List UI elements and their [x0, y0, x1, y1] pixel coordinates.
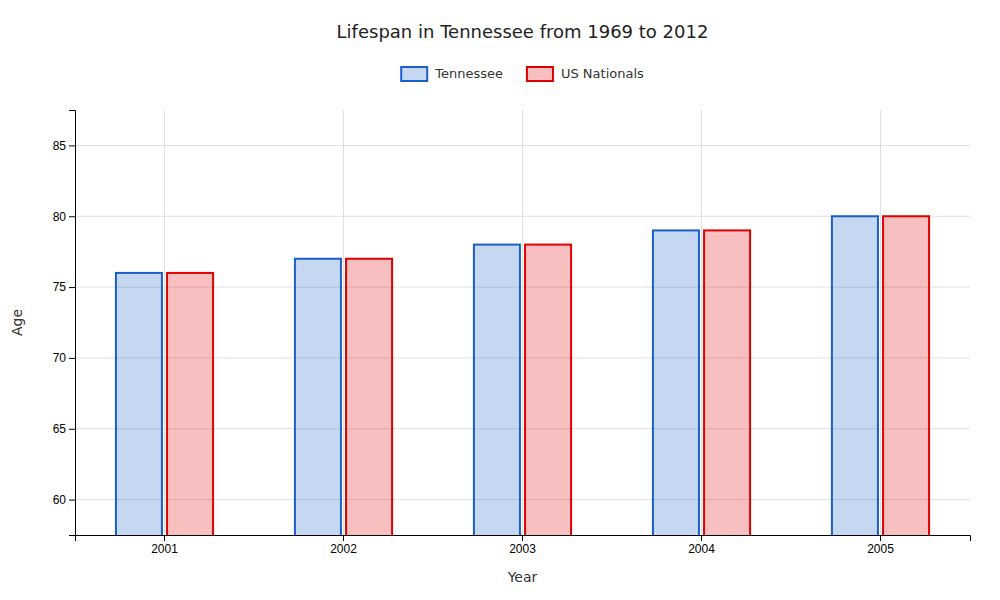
grid-line: [522, 110, 523, 535]
y-tick-mark: [69, 500, 75, 501]
y-tick: 85: [53, 139, 75, 153]
bar: [474, 245, 520, 535]
y-tick-label: 60: [53, 493, 67, 507]
x-tick-label: 2001: [151, 542, 178, 556]
y-tick: 60: [53, 493, 75, 507]
grid-line: [701, 110, 702, 535]
grid-line: [880, 110, 881, 535]
x-axis-title: Year: [507, 569, 538, 585]
x-tick-mark: [701, 535, 702, 541]
legend-swatch: [401, 67, 427, 81]
x-tick-mark: [522, 535, 523, 541]
bar: [167, 273, 213, 535]
y-tick: 80: [53, 210, 75, 224]
y-axis: 60 65 70 75 80 85: [53, 111, 76, 536]
legend: Tennessee US Nationals: [401, 66, 644, 81]
legend-label: Tennessee: [434, 66, 503, 81]
legend-item: Tennessee: [401, 66, 503, 81]
legend-item: US Nationals: [527, 66, 644, 81]
y-tick-label: 70: [53, 351, 67, 365]
y-tick-label: 75: [53, 280, 67, 294]
x-tick: 2005: [867, 535, 894, 556]
x-tick: 2004: [688, 535, 715, 556]
grid-line: [164, 110, 165, 535]
bar: [525, 245, 571, 535]
bars: [116, 216, 929, 535]
y-tick: 65: [53, 422, 75, 436]
legend-label: US Nationals: [561, 66, 644, 81]
x-tick-label: 2005: [867, 542, 894, 556]
bar-series: [116, 216, 878, 535]
x-tick-mark: [343, 535, 344, 541]
x-axis-line: [76, 536, 971, 542]
y-tick-mark: [69, 216, 75, 217]
x-tick: 2003: [509, 535, 536, 556]
bar-series: [167, 216, 929, 535]
y-tick-mark: [69, 429, 75, 430]
x-tick-label: 2003: [509, 542, 536, 556]
y-tick-mark: [69, 145, 75, 146]
bar: [653, 230, 699, 535]
bar: [116, 273, 162, 535]
y-axis-line: [69, 111, 76, 536]
x-tick: 2002: [330, 535, 357, 556]
chart: 2001 2002 2003 2004 2005 60 65 70 75 80 85 Year Age L…: [0, 0, 1000, 600]
y-tick-mark: [69, 358, 75, 359]
x-tick-label: 2004: [688, 542, 715, 556]
bar: [883, 216, 929, 535]
bar: [832, 216, 878, 535]
y-tick: 70: [53, 351, 75, 365]
x-tick-mark: [880, 535, 881, 541]
bar: [346, 259, 392, 535]
y-tick: 75: [53, 280, 75, 294]
y-tick-mark: [69, 287, 75, 288]
bar: [295, 259, 341, 535]
y-tick-label: 65: [53, 422, 67, 436]
y-axis-title: Age: [9, 309, 25, 336]
y-tick-label: 85: [53, 139, 67, 153]
plot-area: 2001 2002 2003 2004 2005 60 65 70 75 80 85: [53, 110, 971, 600]
title: Lifespan in Tennessee from 1969 to 2012: [337, 21, 709, 42]
x-tick: 2001: [151, 535, 178, 556]
bar: [704, 230, 750, 535]
x-tick-mark: [164, 535, 165, 541]
grid-line: [343, 110, 344, 535]
y-tick-label: 80: [53, 210, 67, 224]
legend-swatch: [527, 67, 553, 81]
x-axis: 2001 2002 2003 2004 2005: [76, 535, 971, 556]
x-tick-label: 2002: [330, 542, 357, 556]
